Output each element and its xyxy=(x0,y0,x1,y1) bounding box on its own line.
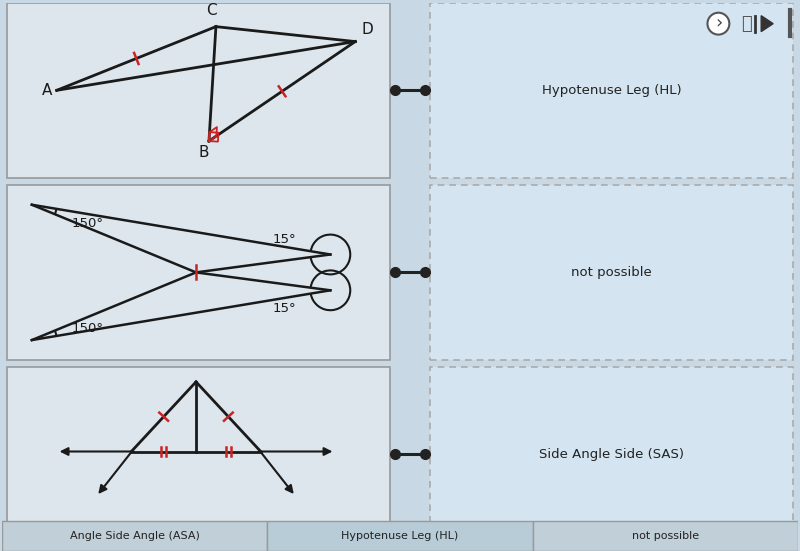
Text: A: A xyxy=(42,83,52,98)
Text: 15°: 15° xyxy=(273,233,296,246)
Bar xyxy=(430,3,793,178)
Text: B: B xyxy=(198,145,210,160)
Bar xyxy=(267,521,533,551)
Text: Hypotenuse Leg (HL): Hypotenuse Leg (HL) xyxy=(542,84,682,97)
Text: ✋: ✋ xyxy=(741,15,752,33)
Text: not possible: not possible xyxy=(632,531,699,541)
Bar xyxy=(7,185,390,360)
Bar xyxy=(430,185,793,360)
Text: C: C xyxy=(206,3,216,18)
Bar xyxy=(7,367,390,542)
Polygon shape xyxy=(761,15,773,31)
Text: 15°: 15° xyxy=(273,302,296,315)
Text: Side Angle Side (SAS): Side Angle Side (SAS) xyxy=(539,448,684,461)
Text: 150°: 150° xyxy=(72,322,104,335)
Text: ›: › xyxy=(714,15,722,33)
Text: D: D xyxy=(361,21,373,36)
Bar xyxy=(2,521,267,551)
Text: Hypotenuse Leg (HL): Hypotenuse Leg (HL) xyxy=(342,531,458,541)
Text: not possible: not possible xyxy=(571,266,652,279)
Bar xyxy=(430,367,793,542)
Bar xyxy=(7,3,390,178)
Text: 150°: 150° xyxy=(72,217,104,230)
Bar xyxy=(533,521,798,551)
Circle shape xyxy=(707,13,730,35)
Text: Angle Side Angle (ASA): Angle Side Angle (ASA) xyxy=(70,531,200,541)
